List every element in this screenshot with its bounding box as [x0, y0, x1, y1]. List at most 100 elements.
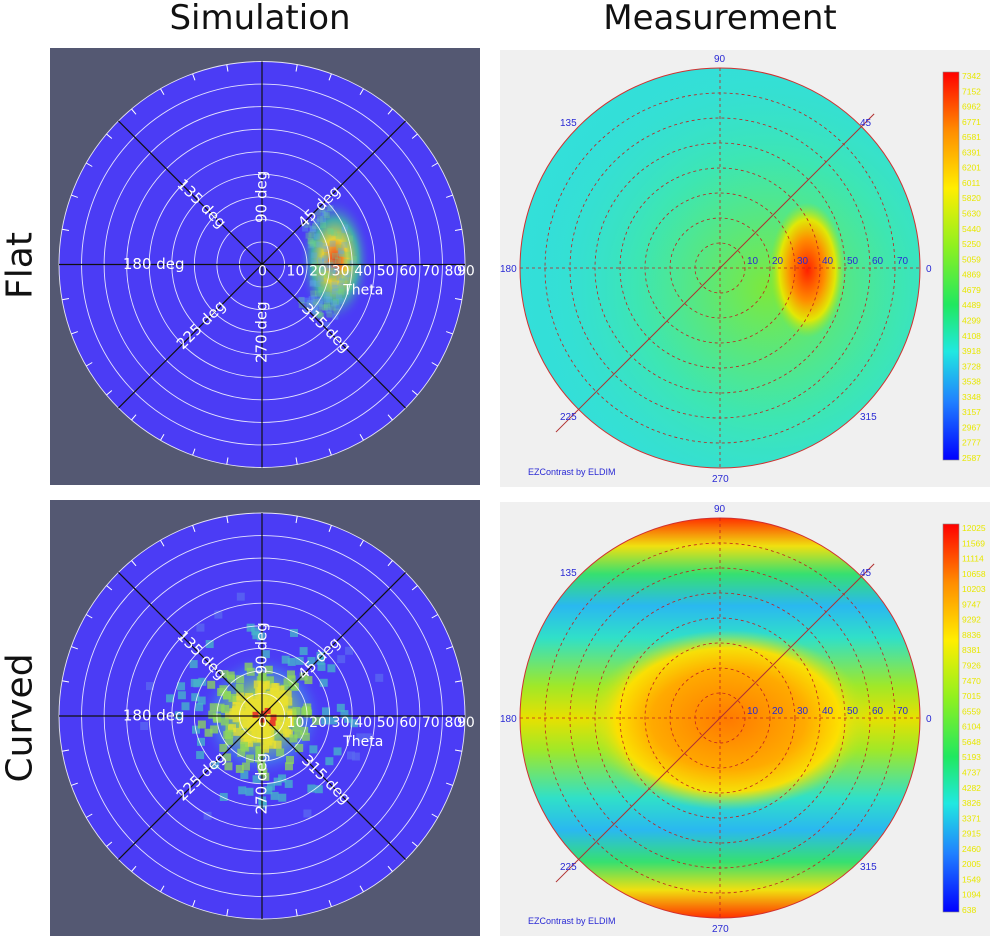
colorbar-label: 5440: [962, 224, 981, 234]
credit-label: EZContrast by ELDIM: [528, 467, 616, 477]
colorbar-label: 2967: [962, 422, 981, 432]
theta-tick-label: 10: [747, 706, 759, 717]
heat-cell: [292, 707, 300, 715]
heat-cell: [207, 681, 215, 689]
theta-axis-label: Theta: [342, 283, 383, 299]
angle-label: 45: [860, 568, 872, 579]
colorbar-label: 6104: [962, 722, 981, 732]
colorbar-label: 5820: [962, 193, 981, 203]
theta-tick-label: 20: [772, 706, 784, 717]
colorbar-label: 4679: [962, 285, 981, 295]
heat-cell: [334, 747, 342, 755]
angle-label: 270: [712, 924, 729, 935]
angle-label: 135: [560, 118, 577, 129]
colorbar-label: 3538: [962, 377, 981, 387]
angle-label: 270: [712, 474, 729, 485]
heat-cell: [327, 664, 335, 672]
colorbar-label: 6771: [962, 117, 981, 127]
heat-cell: [254, 680, 262, 688]
angle-label: 45: [860, 118, 872, 129]
heat-cell: [196, 751, 204, 759]
colorbar-label: 2587: [962, 453, 981, 463]
heat-cell: [198, 720, 206, 728]
heat-cell: [291, 683, 299, 691]
heat-cell: [327, 228, 333, 234]
heat-cell: [330, 241, 336, 247]
colorbar-label: 7342: [962, 71, 981, 81]
colorbar-label: 12025: [962, 523, 986, 533]
theta-tick-label: 20: [772, 256, 784, 267]
theta-tick-label: 70: [897, 256, 909, 267]
colorbar-label: 4489: [962, 300, 981, 310]
heat-cell: [303, 810, 311, 818]
heat-cell: [309, 281, 315, 287]
heat-cell: [294, 730, 302, 738]
flat-measurement-plot: 10 20 30 40 50 60 7004590135180225270315EZCont…: [500, 50, 990, 487]
heat-cell: [310, 290, 316, 296]
theta-tick-label: 70: [422, 264, 440, 280]
colorbar-label: 6559: [962, 706, 981, 716]
angle-label: 315: [860, 862, 877, 873]
heat-cell: [344, 252, 350, 258]
angle-label: 90 deg: [253, 171, 271, 223]
colorbar-label: 8381: [962, 645, 981, 655]
theta-tick-label: 70: [897, 706, 909, 717]
theta-tick-label: 20: [309, 715, 327, 731]
heat-cell: [240, 742, 248, 750]
colorbar-label: 7152: [962, 86, 981, 96]
heat-cell: [316, 242, 322, 248]
theta-tick-label: 50: [377, 264, 395, 280]
heat-cell: [191, 679, 199, 687]
heat-cell: [282, 656, 290, 664]
theta-tick-label: 50: [847, 256, 859, 267]
colorbar-label: 10658: [962, 569, 986, 579]
heat-cell: [309, 241, 315, 247]
theta-tick-label: 10: [287, 715, 305, 731]
theta-tick-label: 60: [872, 256, 884, 267]
heat-cell: [205, 729, 213, 737]
column-title-measurement: Measurement: [545, 0, 895, 38]
colorbar-label: 9747: [962, 599, 981, 609]
credit-label: EZContrast by ELDIM: [528, 916, 616, 926]
angle-label: 180 deg: [123, 255, 185, 273]
heat-cell: [238, 786, 246, 794]
column-title-simulation: Simulation: [95, 0, 425, 38]
colorbar-label: 11569: [962, 538, 985, 548]
heat-cell: [196, 624, 204, 632]
theta-tick-label: 40: [354, 264, 372, 280]
colorbar-label: 5059: [962, 254, 981, 264]
angle-label: 135: [560, 568, 577, 579]
colorbar-label: 6011: [962, 178, 981, 188]
angle-label: 180 deg: [123, 707, 185, 725]
curved-simulation-plot: 0 10 20 30 40 50 60 70 8090Theta45 deg90 deg135 …: [50, 500, 480, 936]
theta-tick-label: 90: [457, 715, 475, 731]
heat-cell: [210, 703, 218, 711]
theta-tick-label: 60: [872, 706, 884, 717]
colorbar-label: 3371: [962, 813, 981, 823]
theta-tick-label: 10: [287, 264, 305, 280]
colorbar-label: 6391: [962, 147, 981, 157]
heat-cell: [314, 234, 320, 240]
heat-cell: [287, 670, 295, 678]
heat-cell: [237, 593, 245, 601]
heat-cell: [227, 675, 235, 683]
heat-cell: [271, 698, 279, 706]
angle-label: 270 deg: [253, 753, 271, 815]
colorbar-label: 4737: [962, 767, 981, 777]
colorbar-label: 638: [962, 905, 976, 915]
angle-label: 90: [714, 54, 726, 65]
heat-cell: [236, 765, 244, 773]
colorbar-label: 11114: [962, 554, 984, 564]
colorbar-label: 4108: [962, 331, 981, 341]
colorbar-label: 4869: [962, 270, 981, 280]
heat-cell: [285, 762, 293, 770]
theta-tick-label: 90: [457, 264, 475, 280]
heat-cell: [320, 222, 326, 228]
heat-cell: [337, 655, 345, 663]
heat-cell: [276, 748, 284, 756]
colorbar: [943, 524, 959, 912]
angle-label: 90: [714, 504, 726, 515]
heat-cell: [284, 690, 292, 698]
angle-label: 180: [500, 714, 517, 725]
colorbar-label: 9292: [962, 615, 981, 625]
